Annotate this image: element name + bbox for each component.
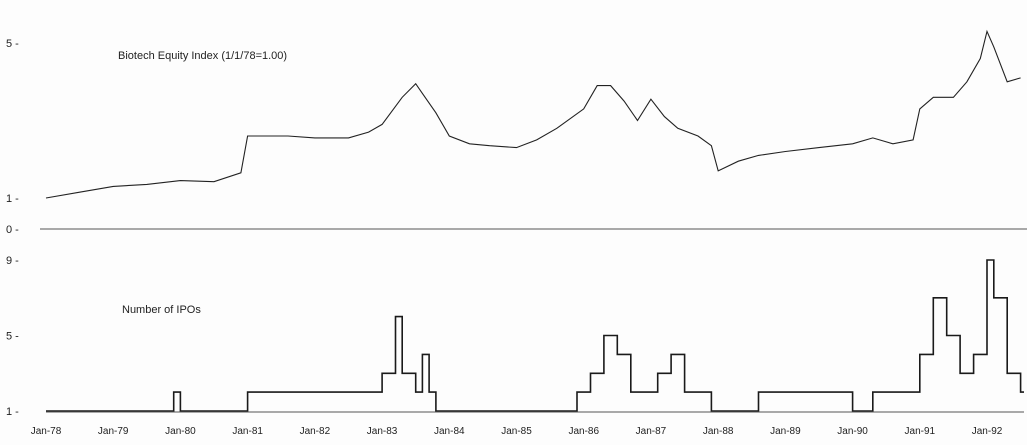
x-tick-label: Jan-92: [972, 426, 1003, 437]
index-panel: Biotech Equity Index (1/1/78=1.00) 5 - 1 …: [6, 29, 1021, 205]
zero-separator: 0 -: [6, 224, 1027, 236]
x-tick-label: Jan-90: [837, 426, 868, 437]
x-tick-label: Jan-80: [165, 426, 196, 437]
index-chart-title: Biotech Equity Index (1/1/78=1.00): [118, 50, 287, 62]
ipo-panel: Number of IPOs 9 - 5 - 1 -: [6, 255, 1024, 418]
x-axis: Jan-78 Jan-79 Jan-80 Jan-81 Jan-82 Jan-83 Jan-…: [31, 426, 1003, 437]
ipo-y-tick-label: 9 -: [6, 255, 19, 267]
x-tick-label: Jan-82: [300, 426, 331, 437]
x-tick-label: Jan-79: [98, 426, 129, 437]
x-tick-label: Jan-86: [568, 426, 599, 437]
x-tick-label: Jan-85: [501, 426, 532, 437]
x-tick-label: Jan-83: [367, 426, 398, 437]
x-tick-label: Jan-89: [770, 426, 801, 437]
index-y-tick-label: 5 -: [6, 38, 19, 50]
zero-tick-label: 0 -: [6, 224, 19, 236]
x-tick-label: Jan-78: [31, 426, 62, 437]
index-series-line: [45, 29, 1021, 199]
ipo-y-tick-label: 1 -: [6, 406, 19, 418]
ipo-y-tick-label: 5 -: [6, 331, 19, 343]
ipo-series-step: [46, 259, 1024, 412]
x-tick-label: Jan-84: [434, 426, 465, 437]
index-y-tick-label: 1 -: [6, 193, 19, 205]
x-tick-label: Jan-88: [703, 426, 734, 437]
x-tick-label: Jan-87: [636, 426, 667, 437]
x-tick-label: Jan-91: [905, 426, 936, 437]
ipo-chart-title: Number of IPOs: [122, 304, 201, 316]
x-tick-label: Jan-81: [232, 426, 263, 437]
